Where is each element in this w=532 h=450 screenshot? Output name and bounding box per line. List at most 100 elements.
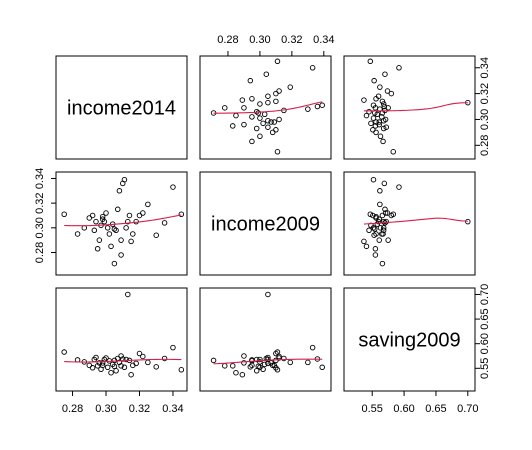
smoother-saving2009-vs-income2009 xyxy=(213,358,323,365)
point-saving2009-vs-income2014-36 xyxy=(178,367,185,373)
point-saving2009-vs-income2014-24 xyxy=(123,356,129,363)
point-income2009-vs-saving2009-38 xyxy=(379,260,386,267)
point-income2014-vs-income2009-8 xyxy=(241,121,247,128)
point-saving2009-vs-income2014-29 xyxy=(133,360,139,367)
point-income2009-vs-income2014-38 xyxy=(111,260,118,267)
point-income2009-vs-saving2009-39 xyxy=(372,252,379,258)
tick-label-left-income2009: 0.34 xyxy=(34,168,46,189)
point-income2009-vs-income2014-24 xyxy=(123,225,129,231)
panel-1-2 xyxy=(199,55,332,160)
point-saving2009-vs-income2014-32 xyxy=(145,359,151,366)
point-income2009-vs-saving2009-31 xyxy=(384,210,391,216)
point-saving2009-vs-income2014-10 xyxy=(99,362,106,369)
point-saving2009-vs-income2009-8 xyxy=(241,360,247,366)
point-saving2009-vs-income2009-36 xyxy=(274,367,281,373)
tick-label-left-income2009: 0.32 xyxy=(34,192,46,213)
panel-1-3 xyxy=(343,55,476,160)
point-income2014-vs-income2009-25 xyxy=(265,99,271,106)
point-income2014-vs-saving2009-27 xyxy=(361,97,367,103)
tick-label-bottom-saving2009: 0.70 xyxy=(457,403,478,415)
tick-label-bottom-income2014: 0.30 xyxy=(95,403,116,415)
point-income2009-vs-income2014-1 xyxy=(74,231,81,237)
point-income2009-vs-saving2009-4 xyxy=(370,212,376,219)
point-income2009-vs-income2014-12 xyxy=(103,210,109,216)
tick-label-top-income2009: 0.28 xyxy=(217,34,238,46)
point-income2009-vs-income2014-25 xyxy=(125,218,131,225)
point-income2009-vs-saving2009-8 xyxy=(376,237,382,243)
point-income2009-vs-saving2009-37 xyxy=(376,216,382,222)
point-saving2009-vs-income2014-33 xyxy=(153,364,159,370)
point-income2014-vs-income2009-24 xyxy=(257,101,263,107)
point-income2009-vs-income2014-13 xyxy=(104,225,111,231)
tick-label-top-income2009: 0.32 xyxy=(281,34,302,46)
point-income2009-vs-saving2009-29 xyxy=(375,218,382,225)
point-saving2009-vs-income2009-39 xyxy=(222,363,228,369)
point-saving2009-vs-income2014-31 xyxy=(140,353,146,360)
point-income2014-vs-income2009-27 xyxy=(239,97,246,103)
point-saving2009-vs-income2014-35 xyxy=(170,344,176,351)
point-income2014-vs-income2009-16 xyxy=(261,111,268,118)
point-income2009-vs-saving2009-33 xyxy=(371,232,377,238)
point-income2009-vs-saving2009-7 xyxy=(372,246,379,252)
point-saving2009-vs-income2009-15 xyxy=(233,369,239,376)
point-income2009-vs-income2014-20 xyxy=(116,188,123,194)
point-income2014-vs-income2009-15 xyxy=(233,112,239,119)
point-saving2009-vs-income2014-37 xyxy=(99,360,106,366)
point-saving2009-vs-income2014-15 xyxy=(108,369,114,376)
point-saving2009-vs-income2009-20 xyxy=(305,359,311,366)
tick-label-top-income2009: 0.34 xyxy=(313,34,334,46)
point-income2009-vs-income2014-36 xyxy=(178,211,185,217)
point-saving2009-vs-income2014-27 xyxy=(128,371,134,378)
point-income2014-vs-income2009-34 xyxy=(263,71,270,77)
point-saving2009-vs-income2009-19 xyxy=(281,355,287,362)
point-income2014-vs-saving2009-1 xyxy=(380,138,386,145)
point-saving2009-vs-income2014-0 xyxy=(61,349,67,355)
point-saving2009-vs-income2014-4 xyxy=(89,365,96,371)
mark-layer xyxy=(61,58,471,378)
tick-label-bottom-saving2009: 0.65 xyxy=(425,403,446,415)
point-income2009-vs-saving2009-26 xyxy=(379,212,386,219)
point-income2014-vs-income2009-12 xyxy=(276,116,282,123)
point-income2009-vs-saving2009-27 xyxy=(361,238,367,245)
tick-label-right-income2014: 0.30 xyxy=(479,109,491,130)
point-saving2009-vs-income2009-18 xyxy=(253,368,260,374)
point-income2014-vs-income2009-17 xyxy=(255,110,262,116)
point-saving2009-vs-income2009-35 xyxy=(309,344,316,351)
point-income2014-vs-saving2009-9 xyxy=(368,120,374,127)
point-saving2009-vs-income2009-32 xyxy=(287,359,294,366)
point-saving2009-vs-income2014-6 xyxy=(93,354,99,361)
point-income2009-vs-saving2009-30 xyxy=(388,212,395,219)
point-saving2009-vs-income2009-33 xyxy=(247,364,254,370)
tick-label-right-saving2009: 0.55 xyxy=(479,358,491,379)
point-income2009-vs-income2014-26 xyxy=(126,212,133,219)
point-income2014-vs-income2009-9 xyxy=(260,120,266,127)
point-income2014-vs-income2009-39 xyxy=(222,105,228,111)
point-income2014-vs-income2009-14 xyxy=(249,114,255,120)
point-income2014-vs-income2009-32 xyxy=(287,84,294,90)
point-saving2009-vs-income2014-25 xyxy=(125,291,131,298)
point-saving2009-vs-income2014-39 xyxy=(118,363,124,369)
point-saving2009-vs-income2009-27 xyxy=(239,371,246,378)
point-saving2009-vs-income2014-23 xyxy=(121,364,128,371)
panel-2-2 xyxy=(199,171,332,276)
point-income2009-vs-income2014-31 xyxy=(140,210,146,216)
point-income2014-vs-income2009-1 xyxy=(249,138,255,145)
point-income2009-vs-saving2009-19 xyxy=(382,206,388,213)
point-income2014-vs-saving2009-31 xyxy=(384,88,391,94)
tick-label-left-income2009: 0.30 xyxy=(34,217,46,238)
point-income2014-vs-saving2009-34 xyxy=(382,71,388,77)
panel-1-1 xyxy=(55,55,188,160)
point-income2009-vs-saving2009-21 xyxy=(385,237,391,243)
point-income2009-vs-income2014-28 xyxy=(130,231,136,237)
point-saving2009-vs-income2009-38 xyxy=(210,357,217,364)
point-income2014-vs-income2009-26 xyxy=(273,98,279,105)
point-income2014-vs-income2009-28 xyxy=(249,96,255,102)
tick-label-bottom-income2014: 0.32 xyxy=(129,403,150,415)
point-income2009-vs-saving2009-22 xyxy=(381,180,388,187)
point-income2009-vs-income2014-39 xyxy=(118,252,124,258)
point-income2014-vs-income2009-2 xyxy=(257,133,263,140)
point-income2014-vs-saving2009-37 xyxy=(376,119,382,125)
smoother-saving2009-vs-income2014 xyxy=(64,358,182,363)
point-income2014-vs-income2009-5 xyxy=(253,125,260,132)
tick-label-left-income2009: 0.28 xyxy=(34,242,46,263)
